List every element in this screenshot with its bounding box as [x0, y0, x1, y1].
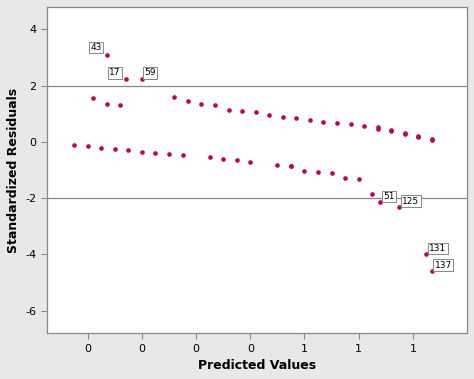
- Point: [374, 126, 382, 132]
- Point: [287, 163, 295, 169]
- Point: [122, 75, 129, 81]
- Point: [414, 133, 422, 139]
- Point: [328, 170, 336, 176]
- Point: [306, 117, 314, 123]
- Point: [360, 123, 368, 129]
- Point: [355, 176, 363, 182]
- Text: 131: 131: [429, 244, 447, 253]
- Point: [179, 152, 186, 158]
- Point: [374, 124, 382, 130]
- Point: [138, 149, 146, 155]
- Point: [401, 130, 409, 136]
- Point: [111, 146, 118, 152]
- Point: [319, 119, 327, 125]
- Point: [265, 112, 273, 118]
- Text: 43: 43: [91, 43, 102, 52]
- Point: [414, 134, 422, 140]
- Point: [292, 115, 300, 121]
- Point: [233, 157, 240, 163]
- Point: [171, 94, 178, 100]
- Point: [138, 75, 146, 81]
- Y-axis label: Standardized Residuals: Standardized Residuals: [7, 88, 20, 252]
- Point: [165, 151, 173, 157]
- Point: [70, 142, 78, 148]
- Text: 125: 125: [402, 197, 419, 206]
- Point: [198, 101, 205, 107]
- Point: [206, 154, 213, 160]
- Point: [301, 168, 308, 174]
- Point: [395, 204, 403, 210]
- Point: [387, 128, 395, 135]
- Point: [387, 127, 395, 133]
- Point: [252, 110, 259, 116]
- Point: [279, 114, 287, 120]
- Point: [238, 108, 246, 114]
- Text: 137: 137: [435, 261, 452, 270]
- Point: [89, 95, 97, 101]
- Point: [184, 98, 192, 104]
- Point: [211, 102, 219, 108]
- Point: [347, 121, 355, 127]
- Point: [314, 169, 322, 175]
- Text: 59: 59: [145, 68, 156, 77]
- Point: [401, 131, 409, 137]
- Point: [103, 52, 110, 58]
- Point: [219, 156, 227, 162]
- Text: 51: 51: [383, 192, 394, 201]
- Point: [428, 136, 436, 143]
- Point: [98, 144, 105, 150]
- Point: [117, 102, 124, 108]
- Point: [428, 268, 436, 274]
- Point: [103, 101, 110, 107]
- Point: [225, 106, 232, 113]
- Point: [376, 199, 384, 205]
- Point: [84, 143, 91, 149]
- Point: [333, 120, 341, 126]
- Point: [428, 136, 436, 142]
- Point: [125, 147, 132, 153]
- Text: 17: 17: [109, 68, 121, 77]
- Point: [287, 163, 295, 169]
- Point: [423, 251, 430, 257]
- Point: [341, 175, 349, 181]
- Point: [273, 162, 281, 168]
- Point: [152, 150, 159, 156]
- Point: [246, 158, 254, 164]
- X-axis label: Predicted Values: Predicted Values: [198, 359, 316, 372]
- Point: [368, 191, 376, 197]
